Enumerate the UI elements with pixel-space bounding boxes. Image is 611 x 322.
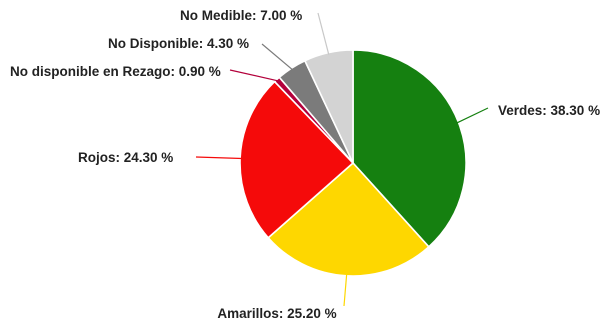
- leader-line-4: [261, 43, 293, 71]
- leader-line-0: [456, 107, 489, 124]
- slice-label-rojos: Rojos: 24.30 %: [78, 150, 173, 165]
- leader-line-5: [317, 12, 330, 55]
- leader-line-3: [229, 69, 279, 82]
- slice-label-no-disponible: No Disponible: 4.30 %: [108, 36, 249, 51]
- leader-line-1: [343, 273, 348, 307]
- slice-label-amarillos: Amarillos: 25.20 %: [217, 306, 336, 321]
- label-leader-lines: [195, 12, 489, 307]
- slice-label-verdes: Verdes: 38.30 %: [498, 103, 600, 118]
- slice-labels: Verdes: 38.30 % Amarillos: 25.20 % Rojos…: [10, 8, 600, 321]
- slice-label-no-medible: No Medible: 7.00 %: [180, 8, 302, 23]
- leader-line-2: [195, 156, 243, 160]
- slice-label-no-disponible-en-rezago: No disponible en Rezago: 0.90 %: [10, 64, 221, 79]
- pie-slices: [239, 49, 467, 277]
